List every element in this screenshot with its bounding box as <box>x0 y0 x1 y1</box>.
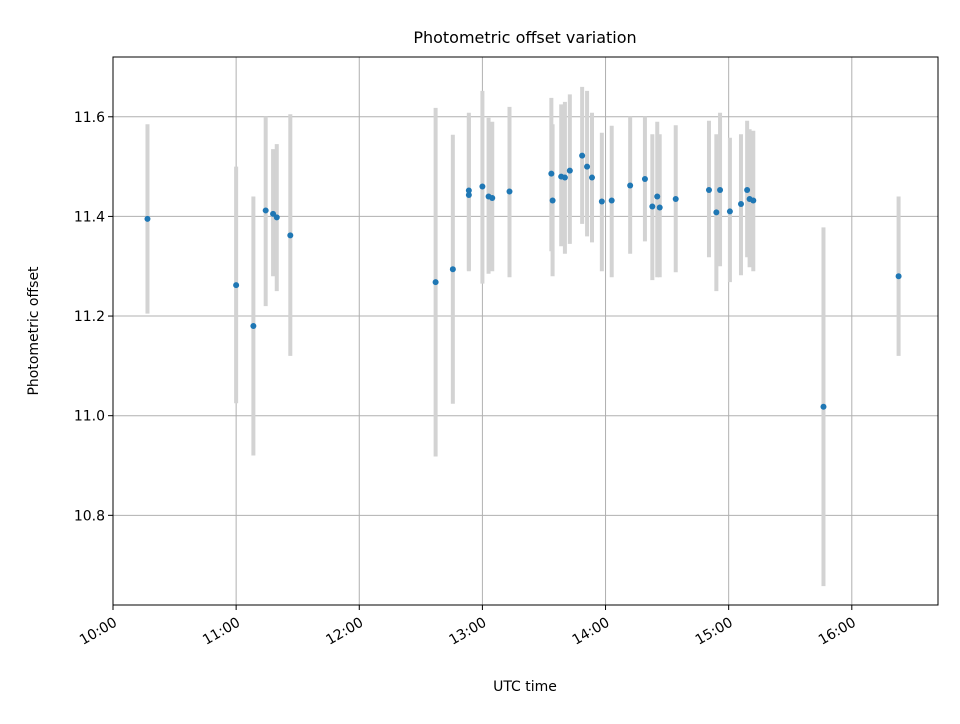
data-point <box>744 187 751 194</box>
y-tick-label: 10.8 <box>74 508 105 524</box>
data-point <box>432 279 439 286</box>
y-tick-label: 11.6 <box>74 110 105 126</box>
data-point <box>287 232 294 239</box>
data-point <box>713 209 720 216</box>
y-axis-label: Photometric offset <box>26 266 42 396</box>
data-point <box>588 174 595 181</box>
data-point <box>627 182 634 189</box>
plot-frame <box>112 56 939 606</box>
data-point <box>449 266 456 273</box>
data-point <box>656 204 663 211</box>
data-point <box>579 152 586 159</box>
data-point <box>549 197 556 204</box>
data-point <box>598 198 605 205</box>
data-point <box>465 191 472 198</box>
data-point <box>820 403 827 410</box>
data-point <box>726 208 733 215</box>
y-axis-ticks: 10.8 11.0 11.2 11.4 11.6 <box>74 110 113 524</box>
chart-title: Photometric offset variation <box>413 28 636 47</box>
data-point <box>566 167 573 174</box>
y-tick-label: 11.0 <box>74 409 105 425</box>
data-point <box>561 174 568 181</box>
data-point <box>649 203 656 210</box>
data-point <box>737 200 744 207</box>
data-point <box>479 183 486 190</box>
data-point <box>654 193 661 200</box>
data-point <box>672 195 679 202</box>
data-point <box>506 188 513 195</box>
y-tick-label: 11.2 <box>74 309 105 325</box>
data-point <box>548 170 555 177</box>
data-point <box>641 176 648 183</box>
x-axis-label: UTC time <box>493 679 557 695</box>
data-point <box>717 187 724 194</box>
data-point <box>608 197 615 204</box>
data-point <box>705 187 712 194</box>
data-point <box>584 163 591 170</box>
data-point <box>233 282 240 289</box>
y-tick-label: 11.4 <box>74 209 105 225</box>
data-point <box>273 214 280 221</box>
data-point <box>895 273 902 280</box>
data-point-layer <box>144 152 902 410</box>
data-point <box>262 207 269 214</box>
data-point <box>144 215 151 222</box>
data-point <box>465 187 472 194</box>
data-point <box>250 323 257 330</box>
data-point <box>489 194 496 201</box>
data-point <box>750 197 757 204</box>
